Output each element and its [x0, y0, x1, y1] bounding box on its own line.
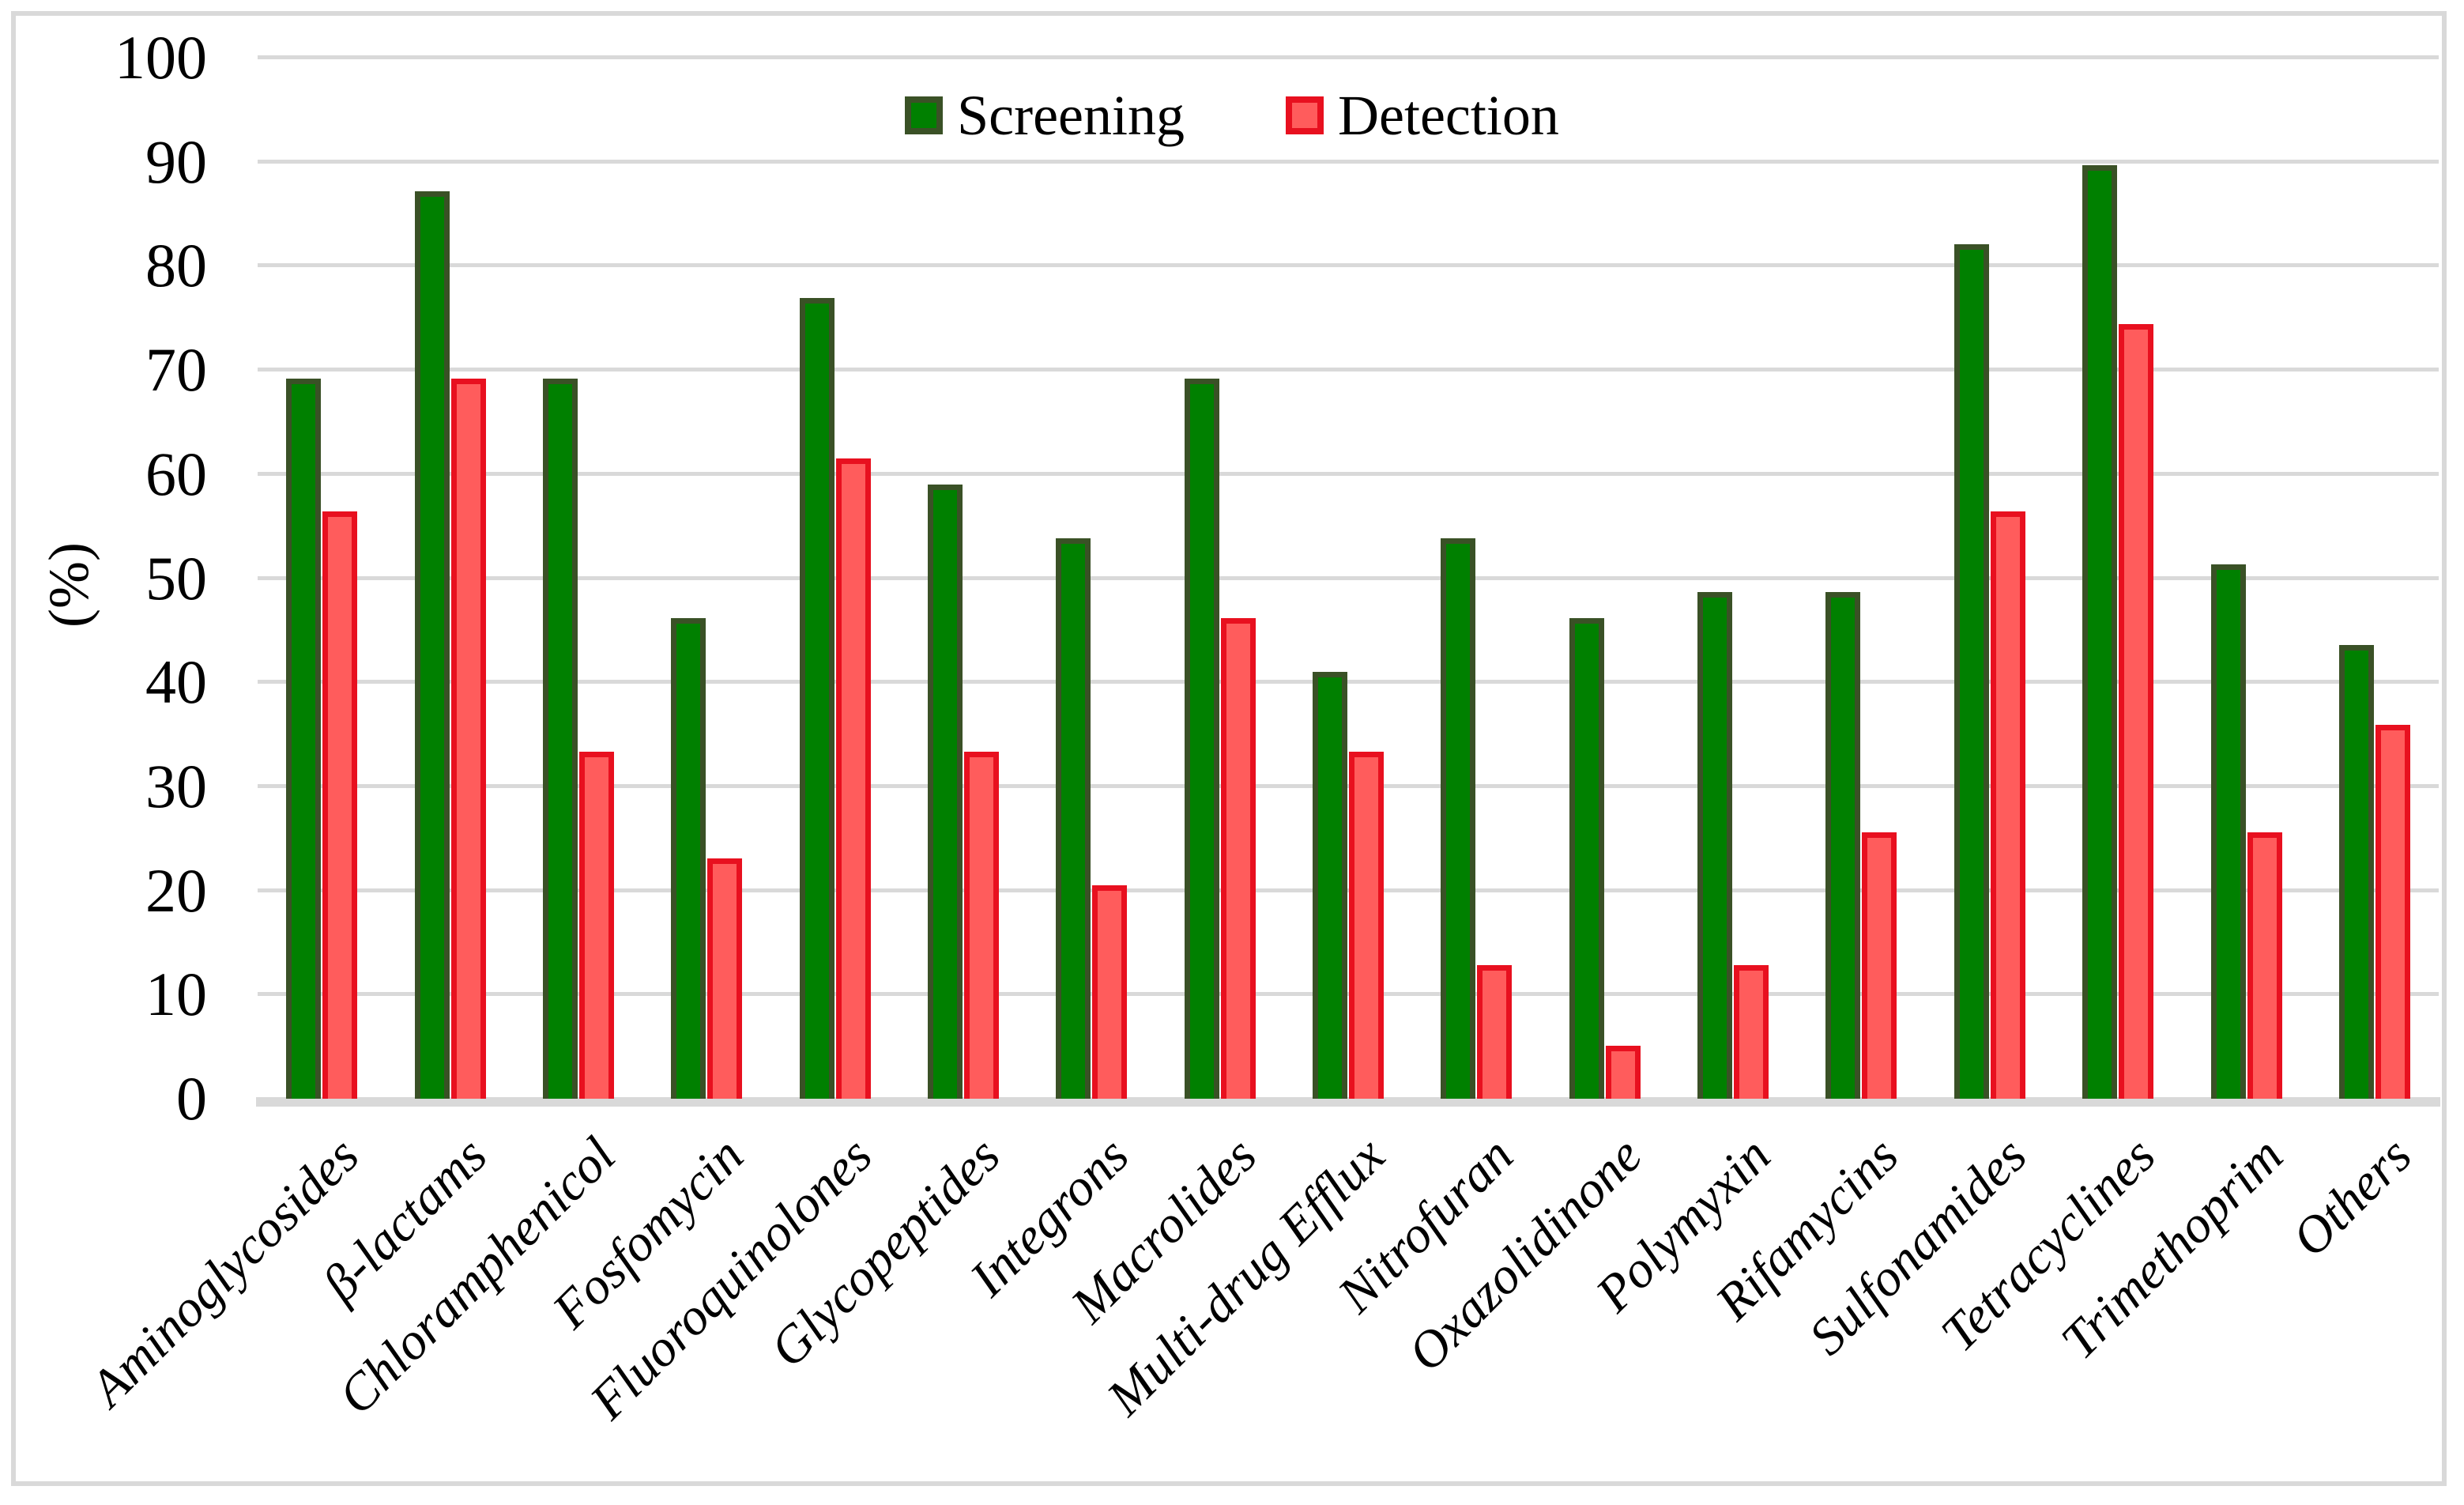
cluster-Oxazolidinone: [1541, 58, 1669, 1099]
bar-detection-Aminoglycosides: [322, 511, 358, 1099]
bar-screening-Sulfonamides: [1953, 244, 1989, 1099]
bar-screening-Multi-drug Efflux: [1313, 672, 1348, 1099]
cluster-β-lactams: [386, 58, 514, 1099]
bar-screening-Oxazolidinone: [1569, 618, 1604, 1099]
bar-screening-Fluoroquinolones: [799, 298, 835, 1099]
bar-screening-Nitrofuran: [1441, 538, 1476, 1099]
y-axis-ticks: 100 90 80 70 60 50 40 30 20 10 0: [0, 27, 207, 1130]
bar-detection-Fluoroquinolones: [835, 458, 871, 1099]
bar-detection-Nitrofuran: [1477, 965, 1513, 1099]
bar-clusters: [258, 58, 2439, 1099]
gridline-40: [258, 680, 2439, 685]
y-tick-label-60: 60: [145, 439, 207, 508]
gridline-10: [258, 992, 2439, 997]
cluster-Rifamycins: [1797, 58, 1925, 1099]
bar-screening-Others: [2338, 645, 2374, 1099]
y-tick-label-30: 30: [145, 751, 207, 820]
legend-item-screening: Screening: [905, 87, 1185, 144]
legend-swatch-screening: [905, 96, 944, 134]
cluster-Fosfomycin: [642, 58, 770, 1099]
y-tick-label-0: 0: [176, 1064, 207, 1133]
bar-detection-Glycopeptides: [963, 752, 999, 1099]
gridline-20: [258, 888, 2439, 892]
gridline-100: [258, 55, 2439, 59]
gridline-80: [258, 263, 2439, 268]
legend-label-detection: Detection: [1338, 84, 1559, 147]
cluster-Trimethoprim: [2182, 58, 2310, 1099]
bar-detection-Macrolides: [1220, 618, 1256, 1099]
bar-screening-Macrolides: [1184, 379, 1219, 1099]
y-tick-label-50: 50: [145, 543, 207, 613]
cluster-Polymyxin: [1669, 58, 1797, 1099]
legend-label-screening: Screening: [957, 84, 1185, 147]
cluster-Sulfonamides: [1926, 58, 2054, 1099]
y-tick-label-10: 10: [145, 960, 207, 1029]
plot-area: [256, 55, 2440, 1107]
y-tick-label-80: 80: [145, 231, 207, 300]
cluster-Glycopeptides: [899, 58, 1027, 1099]
bar-detection-Chloramphenicol: [578, 752, 614, 1099]
gridline-70: [258, 368, 2439, 372]
cluster-Nitrofuran: [1412, 58, 1540, 1099]
bar-detection-Multi-drug Efflux: [1349, 752, 1385, 1099]
bar-screening-Rifamycins: [1825, 592, 1861, 1099]
bar-screening-β-lactams: [414, 191, 450, 1099]
bar-detection-β-lactams: [450, 379, 486, 1099]
y-tick-label-40: 40: [145, 647, 207, 717]
bar-screening-Trimethoprim: [2210, 564, 2246, 1099]
y-tick-label-20: 20: [145, 855, 207, 925]
bar-detection-Others: [2375, 725, 2410, 1099]
bar-screening-Polymyxin: [1697, 592, 1733, 1099]
x-axis-line: [256, 1097, 2440, 1107]
gridline-50: [258, 575, 2439, 580]
cluster-Multi-drug Efflux: [1284, 58, 1412, 1099]
cluster-Fluoroquinolones: [770, 58, 899, 1099]
bar-screening-Integrons: [1056, 538, 1091, 1099]
gridline-60: [258, 471, 2439, 476]
cluster-Chloramphenicol: [514, 58, 642, 1099]
legend: Screening Detection: [0, 87, 2464, 144]
bar-detection-Integrons: [1092, 885, 1128, 1099]
bar-screening-Chloramphenicol: [542, 379, 578, 1099]
cluster-Tetracyclines: [2054, 58, 2182, 1099]
y-tick-label-100: 100: [115, 23, 207, 92]
bar-screening-Fosfomycin: [671, 618, 706, 1099]
bar-detection-Rifamycins: [1862, 832, 1897, 1099]
bar-detection-Polymyxin: [1734, 965, 1769, 1099]
cluster-Macrolides: [1156, 58, 1284, 1099]
x-label-Others: Others: [2281, 1126, 2423, 1268]
bar-detection-Trimethoprim: [2247, 832, 2282, 1099]
bar-screening-Aminoglycosides: [286, 379, 322, 1099]
x-axis-labels: Aminoglycosides β-lactams Chloramphenicol F…: [79, 1108, 2439, 1494]
gridline-30: [258, 783, 2439, 788]
y-tick-label-70: 70: [145, 335, 207, 405]
bar-screening-Tetracyclines: [2082, 165, 2118, 1099]
legend-item-detection: Detection: [1286, 87, 1559, 144]
bar-detection-Tetracyclines: [2119, 324, 2154, 1099]
y-tick-label-90: 90: [145, 126, 207, 196]
bar-detection-Sulfonamides: [1990, 511, 2025, 1099]
cluster-Others: [2311, 58, 2439, 1099]
bar-detection-Oxazolidinone: [1605, 1046, 1641, 1099]
cluster-Aminoglycosides: [258, 58, 386, 1099]
chart-outer-border: [11, 11, 2447, 1486]
cluster-Integrons: [1027, 58, 1155, 1099]
legend-swatch-detection: [1286, 96, 1324, 134]
bar-screening-Glycopeptides: [927, 485, 963, 1099]
bar-detection-Fosfomycin: [707, 858, 743, 1099]
gridline-90: [258, 159, 2439, 164]
